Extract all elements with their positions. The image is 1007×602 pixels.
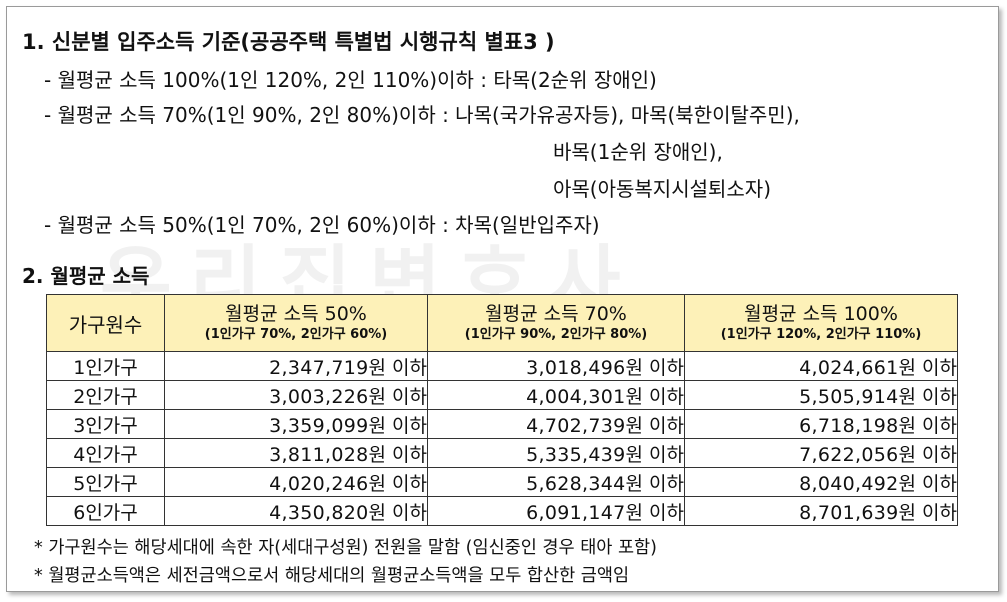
header-70: 월평균 소득 70% (1인가구 90%, 2인가구 80%)	[427, 294, 685, 352]
amount-suffix: 원 이하	[898, 356, 957, 379]
amount-70: 5,628,344	[526, 472, 626, 495]
header-70-sub: (1인가구 90%, 2인가구 80%)	[464, 327, 648, 342]
row-label: 1인가구	[46, 351, 165, 381]
amount-suffix: 원 이하	[898, 414, 957, 437]
amount-50: 4,350,820	[269, 501, 369, 524]
amount-70: 3,018,496	[526, 356, 626, 379]
amount-50: 3,811,028	[269, 443, 369, 466]
amount-70: 6,091,147	[526, 501, 626, 524]
amount-suffix: 원 이하	[625, 385, 684, 408]
table-header-row: 가구원수 월평균 소득 50% (1인가구 70%, 2인가구 60%) 월평균…	[46, 294, 958, 352]
header-household: 가구원수	[46, 294, 165, 352]
amount-suffix: 원 이하	[368, 414, 427, 437]
header-70-main: 월평균 소득 70%	[485, 303, 627, 325]
cell-100: 4,024,661원 이하	[684, 351, 958, 381]
amount-70: 4,004,301	[526, 385, 626, 408]
amount-100: 8,040,492	[799, 472, 899, 495]
amount-100: 5,505,914	[799, 385, 899, 408]
criteria-line-70-cont2: 아목(아동복지시설퇴소자)	[553, 177, 772, 201]
amount-suffix: 원 이하	[898, 472, 957, 495]
row-label: 6인가구	[46, 496, 165, 526]
cell-50: 2,347,719원 이하	[164, 351, 428, 381]
amount-suffix: 원 이하	[898, 385, 957, 408]
cell-100: 8,701,639원 이하	[684, 496, 958, 526]
criteria-line-70: - 월평균 소득 70%(1인 90%, 2인 80%)이하 : 나목(국가유공…	[44, 103, 800, 127]
header-household-label: 가구원수	[68, 312, 143, 337]
header-50: 월평균 소득 50% (1인가구 70%, 2인가구 60%)	[164, 294, 428, 352]
cell-100: 6,718,198원 이하	[684, 409, 958, 439]
header-50-sub: (1인가구 70%, 2인가구 60%)	[204, 327, 388, 342]
cell-100: 8,040,492원 이하	[684, 467, 958, 497]
amount-suffix: 원 이하	[625, 414, 684, 437]
section2-title: 2. 월평균 소득	[22, 264, 150, 288]
cell-50: 4,020,246원 이하	[164, 467, 428, 497]
cell-70: 6,091,147원 이하	[427, 496, 685, 526]
amount-suffix: 원 이하	[368, 443, 427, 466]
row-label: 3인가구	[46, 409, 165, 439]
header-100-main: 월평균 소득 100%	[744, 303, 898, 325]
row-label: 2인가구	[46, 380, 165, 410]
header-100: 월평균 소득 100% (1인가구 120%, 2인가구 110%)	[684, 294, 958, 352]
cell-70: 5,335,439원 이하	[427, 438, 685, 468]
cell-50: 3,359,099원 이하	[164, 409, 428, 439]
cell-50: 4,350,820원 이하	[164, 496, 428, 526]
amount-suffix: 원 이하	[898, 443, 957, 466]
criteria-line-50: - 월평균 소득 50%(1인 70%, 2인 60%)이하 : 차목(일반입주…	[44, 213, 600, 237]
amount-suffix: 원 이하	[625, 443, 684, 466]
amount-suffix: 원 이하	[368, 385, 427, 408]
amount-70: 5,335,439	[526, 443, 626, 466]
note-income-definition: * 월평균소득액은 세전금액으로서 해당세대의 월평균소득액을 모두 합산한 금…	[34, 566, 630, 586]
amount-50: 3,003,226	[269, 385, 369, 408]
amount-suffix: 원 이하	[368, 501, 427, 524]
table-row: 4인가구 3,811,028원 이하 5,335,439원 이하 7,622,0…	[46, 438, 958, 468]
section1-title: 1. 신분별 입주소득 기준(공공주택 특별법 시행규칙 별표3 )	[22, 30, 555, 54]
table-row: 6인가구 4,350,820원 이하 6,091,147원 이하 8,701,6…	[46, 496, 958, 526]
cell-70: 4,004,301원 이하	[427, 380, 685, 410]
amount-50: 2,347,719	[269, 356, 369, 379]
note-household-members: * 가구원수는 해당세대에 속한 자(세대구성원) 전원을 말함 (임신중인 경…	[34, 538, 657, 558]
amount-100: 7,622,056	[799, 443, 899, 466]
amount-70: 4,702,739	[526, 414, 626, 437]
amount-suffix: 원 이하	[368, 472, 427, 495]
cell-50: 3,811,028원 이하	[164, 438, 428, 468]
header-100-sub: (1인가구 120%, 2인가구 110%)	[720, 327, 922, 342]
table-row: 2인가구 3,003,226원 이하 4,004,301원 이하 5,505,9…	[46, 380, 958, 410]
header-50-main: 월평균 소득 50%	[225, 303, 367, 325]
row-label: 5인가구	[46, 467, 165, 497]
amount-50: 3,359,099	[269, 414, 369, 437]
amount-suffix: 원 이하	[625, 501, 684, 524]
table-row: 5인가구 4,020,246원 이하 5,628,344원 이하 8,040,4…	[46, 467, 958, 497]
cell-50: 3,003,226원 이하	[164, 380, 428, 410]
income-table: 가구원수 월평균 소득 50% (1인가구 70%, 2인가구 60%) 월평균…	[46, 294, 958, 526]
row-label: 4인가구	[46, 438, 165, 468]
amount-100: 6,718,198	[799, 414, 899, 437]
cell-100: 7,622,056원 이하	[684, 438, 958, 468]
cell-70: 5,628,344원 이하	[427, 467, 685, 497]
criteria-line-100: - 월평균 소득 100%(1인 120%, 2인 110%)이하 : 타목(2…	[44, 68, 657, 92]
table-row: 3인가구 3,359,099원 이하 4,702,739원 이하 6,718,1…	[46, 409, 958, 439]
amount-suffix: 원 이하	[625, 472, 684, 495]
criteria-line-70-cont1: 바목(1순위 장애인),	[553, 140, 723, 164]
cell-70: 4,702,739원 이하	[427, 409, 685, 439]
amount-100: 4,024,661	[799, 356, 899, 379]
amount-suffix: 원 이하	[898, 501, 957, 524]
amount-suffix: 원 이하	[368, 356, 427, 379]
cell-100: 5,505,914원 이하	[684, 380, 958, 410]
table-row: 1인가구 2,347,719원 이하 3,018,496원 이하 4,024,6…	[46, 351, 958, 381]
amount-100: 8,701,639	[799, 501, 899, 524]
cell-70: 3,018,496원 이하	[427, 351, 685, 381]
amount-suffix: 원 이하	[625, 356, 684, 379]
amount-50: 4,020,246	[269, 472, 369, 495]
